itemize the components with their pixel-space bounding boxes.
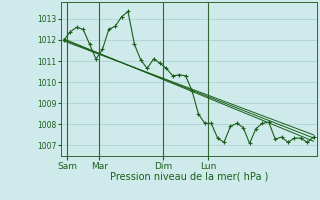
X-axis label: Pression niveau de la mer( hPa ): Pression niveau de la mer( hPa ) (110, 172, 268, 182)
